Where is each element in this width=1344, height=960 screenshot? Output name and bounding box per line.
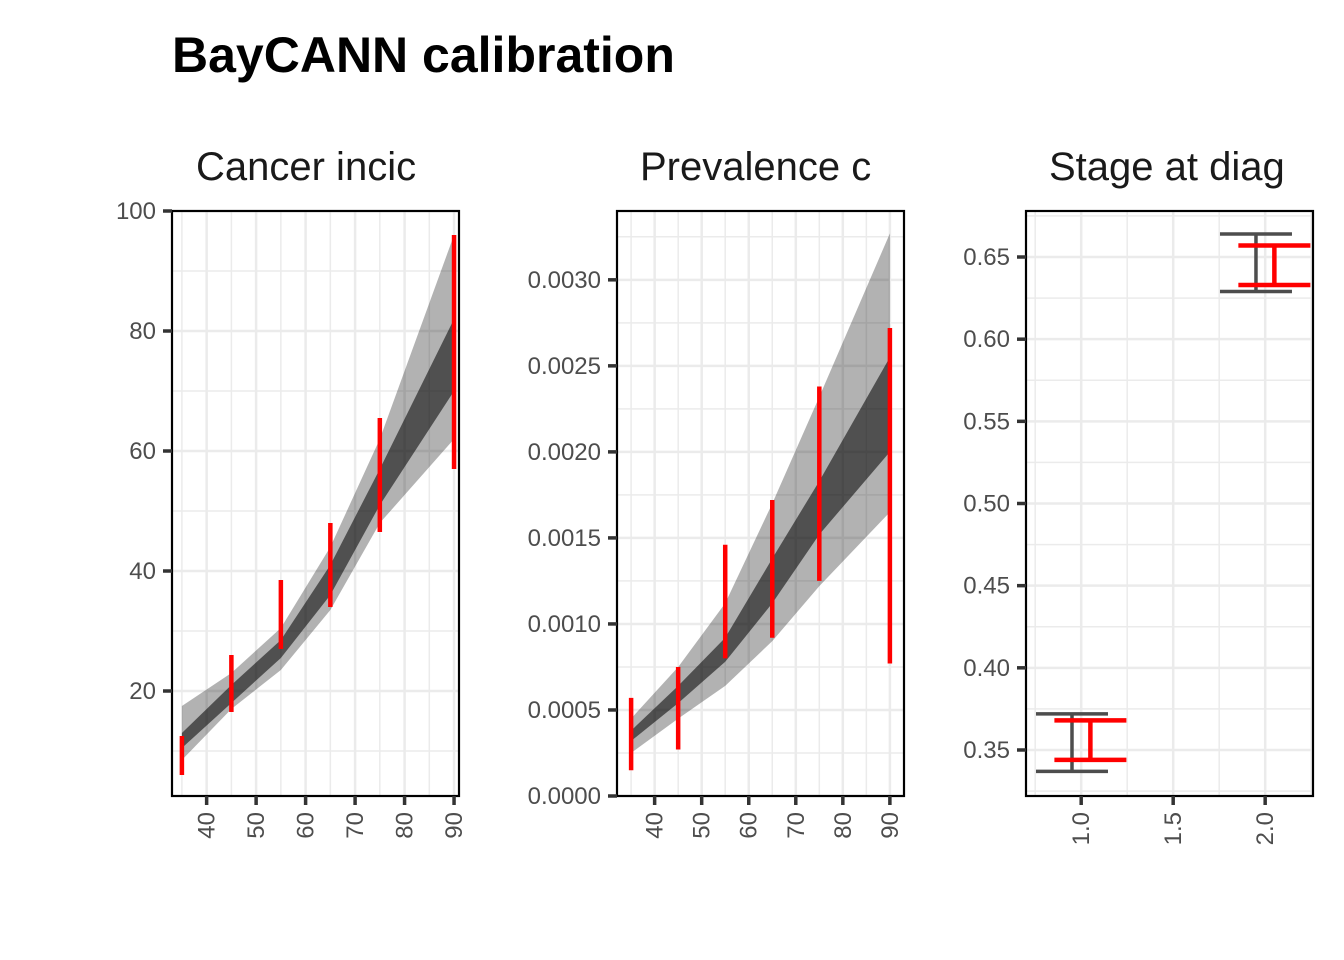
y-tick-label: 0.45: [963, 573, 1010, 600]
y-tick-label: 40: [129, 558, 156, 585]
y-tick-label: 0.65: [963, 244, 1010, 271]
y-tick-label: 0.0010: [528, 611, 601, 638]
plot-area: [1035, 232, 1311, 774]
y-tick-label: 100: [116, 198, 156, 225]
x-tick-label: 40: [194, 812, 221, 839]
panel-border: [615, 209, 906, 798]
x-tick-label: 90: [877, 812, 904, 839]
x-tick-label: 80: [392, 812, 419, 839]
x-tick-label: 1.0: [1068, 812, 1095, 845]
y-tick-label: 60: [129, 438, 156, 465]
y-tick-label: 0.50: [963, 491, 1010, 518]
panel-3: 0.35 0.40 0.45 0.50 0.55 0.60 0.65 1.0 1.5 2.0 Sta…: [963, 145, 1315, 845]
x-tick-label: 2.0: [1252, 812, 1279, 845]
chart-title: BayCANN calibration: [172, 27, 675, 83]
panel-title: Cancer incic: [196, 145, 416, 189]
x-tick-label: 1.5: [1160, 812, 1187, 845]
y-tick-label: 0.0000: [528, 783, 601, 810]
x-tick-label: 40: [642, 812, 669, 839]
x-tick-label: 60: [293, 812, 320, 839]
y-tick-label: 0.55: [963, 408, 1010, 435]
y-tick-label: 0.0015: [528, 525, 601, 552]
y-tick-label: 0.40: [963, 655, 1010, 682]
plot-area: [628, 233, 893, 771]
y-tick-label: 0.0030: [528, 267, 601, 294]
panel-title: Prevalence c: [640, 145, 871, 189]
x-tick-label: 60: [736, 812, 763, 839]
y-tick-label: 20: [129, 678, 156, 705]
x-tick-label: 80: [830, 812, 857, 839]
panel-title: Stage at diag: [1049, 145, 1285, 189]
x-tick-label: 70: [783, 812, 810, 839]
panel-1: 20 40 60 80 100 40 50 60 70 80 90 Cancer incic: [116, 145, 468, 839]
panel-2: 0.0000 0.0005 0.0010 0.0015 0.0020 0.0025 0.00…: [528, 145, 906, 839]
plot-area: [179, 235, 457, 775]
y-tick-label: 0.0020: [528, 439, 601, 466]
panel-background: [617, 211, 904, 796]
x-tick-label: 50: [243, 812, 270, 839]
y-tick-label: 0.0025: [528, 353, 601, 380]
y-tick-label: 80: [129, 318, 156, 345]
x-tick-label: 70: [342, 812, 369, 839]
y-tick-label: 0.35: [963, 737, 1010, 764]
x-tick-label: 90: [441, 812, 468, 839]
panel-border: [170, 209, 461, 798]
y-tick-label: 0.0005: [528, 697, 601, 724]
x-tick-label: 50: [689, 812, 716, 839]
y-tick-label: 0.60: [963, 326, 1010, 353]
